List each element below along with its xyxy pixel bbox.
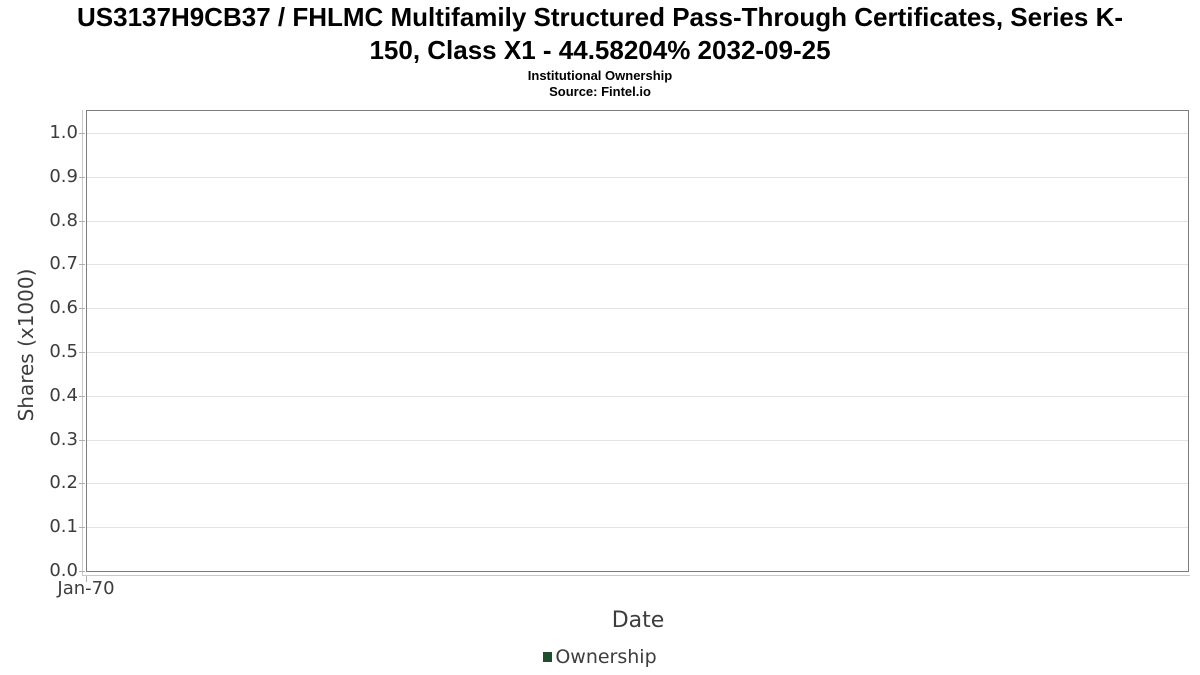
gridline-y-0.8	[87, 221, 1188, 222]
y-axis-tick-label: 0.2	[49, 472, 78, 493]
y-axis-tick-label: 0.5	[49, 341, 78, 362]
y-axis-tick-mark	[79, 483, 85, 484]
y-axis-tick-label: 0.0	[49, 560, 78, 581]
y-axis-tick-mark	[79, 440, 85, 441]
legend-swatch-ownership	[543, 652, 553, 662]
x-axis-line	[82, 575, 1190, 576]
y-axis-tick-mark	[79, 396, 85, 397]
gridline-y-0.2	[87, 483, 1188, 484]
y-axis-tick-mark	[79, 177, 85, 178]
gridline-y-0.1	[87, 527, 1188, 528]
y-axis-line	[82, 110, 83, 576]
y-axis-tick-label: 0.4	[49, 385, 78, 406]
chart-title: US3137H9CB37 / FHLMC Multifamily Structu…	[0, 1, 1200, 67]
y-axis-tick-label: 0.3	[49, 429, 78, 450]
y-axis-tick-label: 0.9	[49, 166, 78, 187]
chart-source-credit: Source: Fintel.io	[549, 84, 651, 99]
x-axis-tick-label: Jan-70	[57, 578, 115, 599]
chart-title-line-1: US3137H9CB37 / FHLMC Multifamily Structu…	[76, 2, 1124, 32]
y-axis-tick-label: 0.7	[49, 253, 78, 274]
chart-subtitle: Institutional Ownership	[527, 68, 673, 83]
y-axis-tick-mark	[79, 221, 85, 222]
y-axis-tick-label: 0.8	[49, 210, 78, 231]
gridline-y-1.0	[87, 133, 1188, 134]
y-axis-tick-mark	[79, 133, 85, 134]
x-axis-tick-mark	[86, 576, 87, 582]
legend: Ownership	[0, 645, 1200, 669]
y-axis-tick-mark	[79, 264, 85, 265]
x-axis-title: Date	[611, 608, 665, 633]
y-axis-tick-mark	[79, 308, 85, 309]
y-axis-tick-mark	[79, 527, 85, 528]
y-axis-tick-label: 0.1	[49, 516, 78, 537]
y-axis-tick-mark	[79, 352, 85, 353]
gridline-y-0.7	[87, 264, 1188, 265]
gridline-y-0.5	[87, 352, 1188, 353]
legend-label-ownership: Ownership	[555, 646, 657, 668]
gridline-y-0.6	[87, 308, 1188, 309]
gridline-y-0.4	[87, 396, 1188, 397]
gridline-y-0.3	[87, 440, 1188, 441]
y-axis-tick-mark	[79, 571, 85, 572]
plot-area	[86, 110, 1189, 572]
chart-title-line-2: 150, Class X1 - 44.58204% 2032-09-25	[369, 35, 831, 65]
gridline-y-0.9	[87, 177, 1188, 178]
y-axis-tick-label: 0.6	[49, 297, 78, 318]
y-axis-tick-label: 1.0	[49, 122, 78, 143]
